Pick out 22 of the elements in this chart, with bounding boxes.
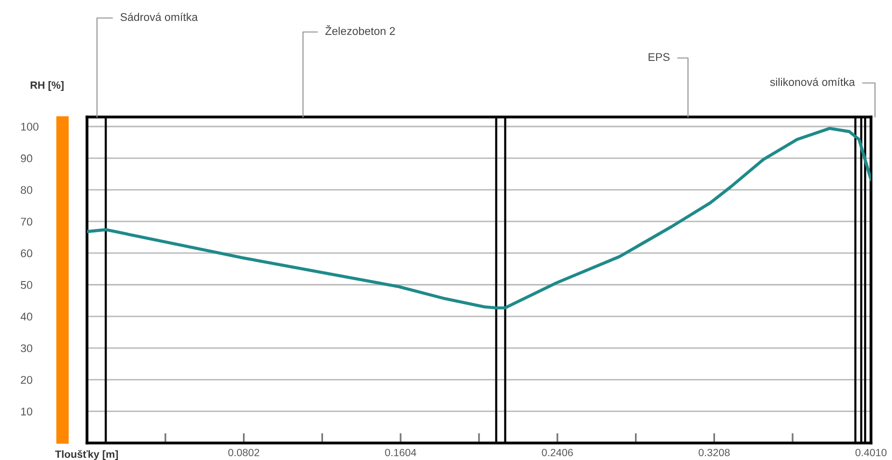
x-tick-label: 0.3208 [698, 448, 730, 456]
y-tick-label: 90 [20, 154, 32, 162]
y-tick-label: 30 [20, 344, 32, 352]
y-tick-label: 10 [21, 408, 32, 416]
text: Železobeton 2 [325, 25, 395, 35]
y-tick-label: 70 [20, 218, 32, 226]
y-axis-title: RH [%] [30, 81, 64, 91]
x-axis-title: Tloušťky [m] [55, 450, 118, 460]
x-tick-label: 0.0802 [228, 448, 260, 456]
y-tick-label: 60 [20, 249, 32, 258]
x-tick-label: 0.2406 [542, 448, 573, 456]
y-tick-label: 50 [20, 281, 32, 289]
y-tick-label: 80 [20, 186, 32, 194]
text: Sádrová omítka [120, 12, 198, 21]
x-tick-label: 0.1604 [385, 448, 416, 456]
line-series [87, 126, 871, 310]
y-tick-label: 20 [20, 376, 32, 384]
y-tick-label: 40 [20, 312, 32, 321]
text: EPS [648, 53, 670, 61]
text: silikonová omítka [770, 78, 856, 86]
y-tick-label: 100 [21, 122, 38, 131]
x-tick-label: 0.4010 [855, 448, 887, 456]
